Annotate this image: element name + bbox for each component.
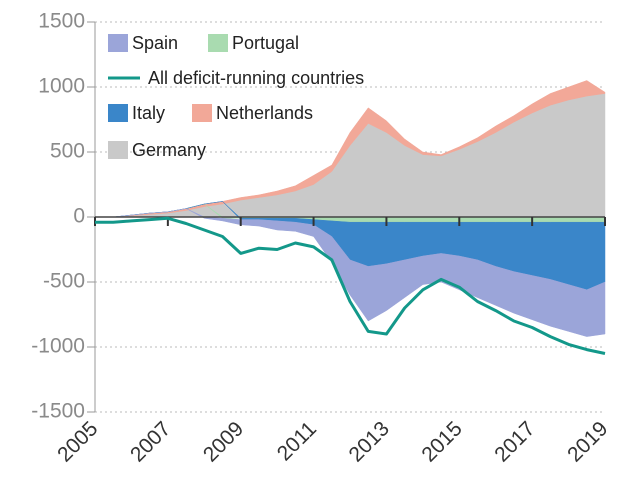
x-tick-label: 2015 <box>417 417 466 466</box>
y-tick-label: 1000 <box>38 75 85 98</box>
area <box>95 208 606 337</box>
y-tick-label: 0 <box>73 205 85 228</box>
legend-label: Germany <box>132 140 206 160</box>
legend-swatch <box>192 104 212 122</box>
area <box>95 80 606 218</box>
legend-label: Netherlands <box>216 103 313 123</box>
x-tick-label: 2019 <box>563 417 612 466</box>
legend-swatch <box>108 141 128 159</box>
legend-label: Italy <box>132 103 165 123</box>
x-tick-label: 2009 <box>199 417 248 466</box>
y-tick-label: -1000 <box>31 335 85 358</box>
x-tick-label: 2005 <box>53 417 102 466</box>
x-tick-label: 2013 <box>345 417 394 466</box>
legend-swatch <box>208 34 228 52</box>
legend-label: Portugal <box>232 33 299 53</box>
y-tick-label: 1500 <box>38 10 85 33</box>
x-tick-label: 2017 <box>490 417 539 466</box>
legend-label: All deficit-running countries <box>148 68 364 88</box>
y-tick-label: -1500 <box>31 400 85 423</box>
legend-swatch <box>108 34 128 52</box>
legend-swatch <box>108 104 128 122</box>
x-tick-label: 2007 <box>126 417 175 466</box>
legend-label: Spain <box>132 33 178 53</box>
x-tick-label: 2011 <box>273 417 321 465</box>
y-tick-label: 500 <box>50 140 85 163</box>
line <box>95 216 606 355</box>
y-tick-label: -500 <box>43 270 85 293</box>
